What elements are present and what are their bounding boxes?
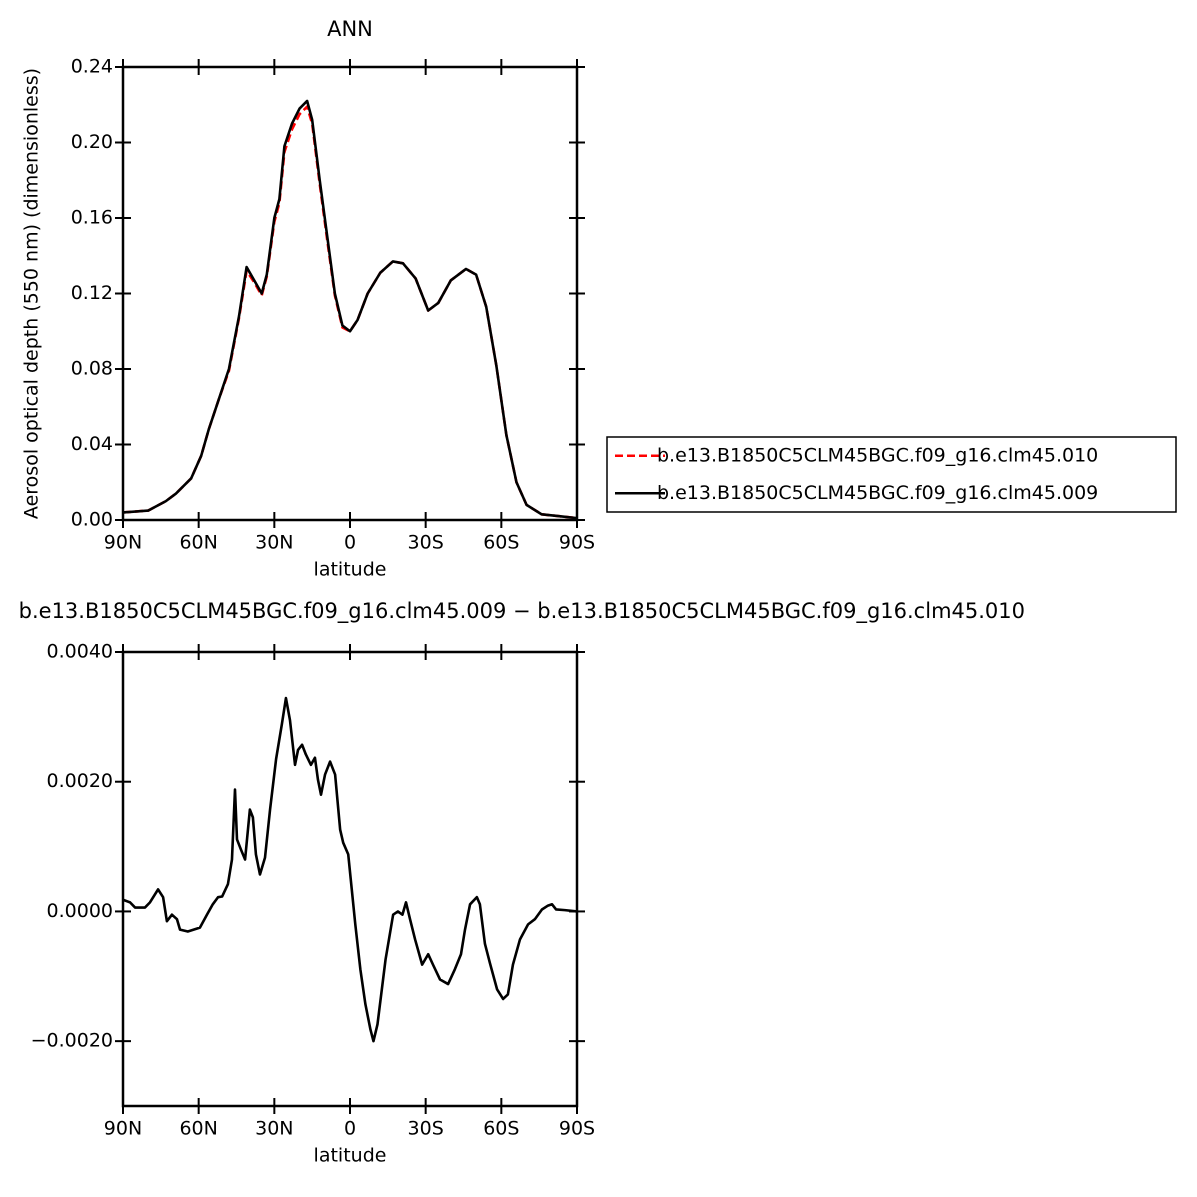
x-axis-label: latitude: [314, 559, 387, 581]
y-tick-label: 0.24: [71, 56, 113, 78]
x-tick-label: 60N: [179, 532, 217, 554]
legend-label: b.e13.B1850C5CLM45BGC.f09_g16.clm45.010: [657, 444, 1098, 466]
y-axis-label: Aerosol optical depth (550 nm) (dimensio…: [21, 68, 43, 519]
legend-label: b.e13.B1850C5CLM45BGC.f09_g16.clm45.009: [657, 482, 1098, 504]
plot-frame: [121, 650, 579, 1108]
chart-title: ANN: [327, 17, 373, 41]
y-tick-label: 0.0040: [47, 641, 113, 663]
x-tick-label: 30S: [408, 532, 444, 554]
x-tick-label: 30N: [255, 1118, 293, 1140]
y-tick-label: 0.12: [71, 282, 113, 304]
plot-frame: [121, 65, 579, 522]
data-line: [122, 99, 578, 520]
x-tick-label: 60N: [179, 1118, 217, 1140]
x-tick-label: 60S: [483, 532, 519, 554]
legend-box: [606, 436, 1177, 513]
x-tick-label: 30N: [255, 532, 293, 554]
y-tick-label: −0.0020: [31, 1030, 113, 1052]
y-tick-label: 0.00: [71, 509, 113, 531]
x-tick-label: 30S: [408, 1118, 444, 1140]
y-tick-label: 0.16: [71, 207, 113, 229]
y-tick-label: 0.0020: [47, 770, 113, 792]
chart-title: b.e13.B1850C5CLM45BGC.f09_g16.clm45.009 …: [19, 599, 1025, 624]
x-tick-label: 0: [344, 532, 356, 554]
y-tick-label: 0.20: [71, 131, 113, 153]
x-tick-label: 90N: [104, 1118, 142, 1140]
x-axis-label: latitude: [314, 1145, 387, 1167]
y-tick-label: 0.08: [71, 358, 113, 380]
y-tick-label: 0.04: [71, 433, 113, 455]
x-tick-label: 0: [344, 1118, 356, 1140]
data-line: [122, 696, 578, 1043]
x-tick-label: 60S: [483, 1118, 519, 1140]
x-tick-label: 90S: [559, 1118, 595, 1140]
x-tick-label: 90N: [104, 532, 142, 554]
y-tick-label: 0.0000: [47, 900, 113, 922]
x-tick-label: 90S: [559, 532, 595, 554]
